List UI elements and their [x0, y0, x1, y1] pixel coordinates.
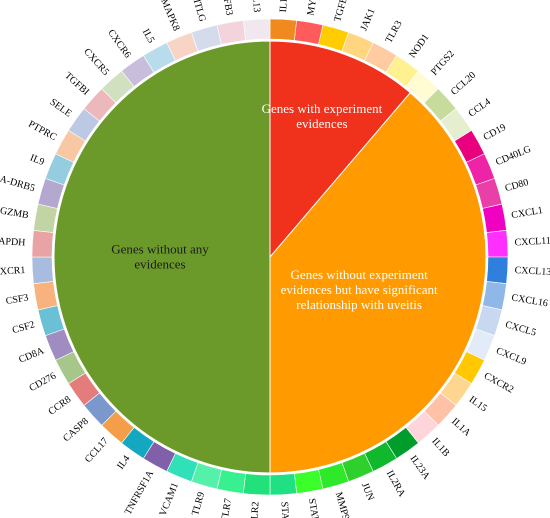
gene-label-cd40lg: CD40LG	[494, 144, 533, 168]
inner-pie	[53, 40, 487, 474]
ring-segment-il1rn	[269, 18, 297, 41]
gene-label-vcam1: VCAM1	[158, 481, 182, 518]
pie-slice-label-1: Genes with experiment evidences	[262, 101, 383, 131]
gene-label-stat6: STAT6	[278, 501, 291, 518]
gene-label-mapk8: MAPK8	[158, 0, 181, 33]
gene-label-tlr9: TLR9	[190, 491, 207, 517]
ring-segment-csf3	[33, 281, 58, 311]
ring-segment-cxcl13	[486, 256, 509, 284]
ring-segment-myd88	[294, 20, 324, 45]
gene-label-csf2: CSF2	[11, 319, 36, 336]
gene-label-tnfrsf1a: TNFRSF1A	[123, 468, 157, 517]
gene-label-tgfbi: TGFBI	[62, 70, 91, 97]
gene-label-cxcr6: CXCR6	[105, 28, 133, 61]
gene-label-cxcl5: CXCL5	[504, 319, 537, 338]
gene-label-ccr8: CCR8	[46, 394, 73, 417]
gene-label-cxcl13: CXCL13	[514, 265, 550, 278]
gene-label-cxcr1: CXCR1	[0, 265, 26, 278]
gene-label-ccl20: CCL20	[449, 70, 478, 98]
gene-label-jun: JUN	[359, 481, 376, 502]
gene-label-il1rn: IL1RN	[278, 0, 291, 13]
gene-label-ptprc: PTPRC	[26, 119, 58, 144]
gene-label-cxcl11: CXCL11	[514, 236, 550, 249]
gene-label-gapdh: GAPDH	[0, 236, 26, 249]
gene-label-cd80: CD80	[504, 177, 530, 194]
gene-label-cd276: CD276	[28, 371, 59, 395]
gene-label-il5: IL5	[140, 27, 157, 45]
ring-segment-il13	[243, 18, 271, 41]
gene-label-il15: IL15	[467, 394, 489, 414]
gene-label-myd88: MYD88	[305, 0, 321, 16]
gene-label-sele: SELE	[48, 97, 74, 120]
gene-label-il23a: IL23A	[407, 454, 432, 483]
gene-label-cd8a: CD8A	[17, 345, 46, 365]
gene-label-cxcl1: CXCL1	[511, 205, 544, 221]
gene-label-tgfb3: TGFB3	[219, 0, 235, 16]
pie-slice-3	[53, 40, 271, 474]
gene-label-kitlg: KITLG	[189, 0, 208, 23]
ring-segment-stat6	[269, 473, 297, 496]
gene-label-tlr7: TLR7	[219, 498, 234, 518]
pie-slice-1	[269, 40, 411, 259]
gene-label-ptgs2: PTGS2	[429, 49, 457, 78]
gene-label-ccl4: CCL4	[467, 96, 493, 119]
ring-segment-stat1	[294, 469, 324, 494]
gene-label-cxcl9: CXCL9	[494, 345, 527, 367]
gene-label-mmp9: MMP9	[333, 491, 351, 518]
gene-label-stat1: STAT1	[306, 498, 322, 518]
ring-segment-tlr7	[216, 469, 246, 494]
gene-label-il4: IL4	[115, 454, 132, 472]
gene-label-tgfb1: TGFB1	[332, 0, 351, 23]
inner-pie-labels: Genes with experiment evidences Genes with…	[111, 101, 438, 312]
outer-ring	[31, 18, 509, 496]
gene-label-hla-drb5: HLA-DRB5	[0, 170, 36, 194]
ring-segment-cxcl1	[482, 203, 507, 233]
gene-label-il1a: IL1A	[449, 416, 473, 439]
ring-segment-tgfb3	[216, 20, 246, 45]
gene-label-il1b: IL1B	[429, 436, 451, 459]
gene-label-cd19: CD19	[482, 122, 508, 143]
gene-label-csf3: CSF3	[5, 292, 29, 307]
gene-label-nod1: NOD1	[407, 32, 431, 60]
pie-slice-2	[269, 92, 487, 474]
gene-label-cxcl16: CXCL16	[511, 292, 549, 309]
gene-label-tlr3: TLR3	[384, 19, 405, 45]
gene-label-jak1: JAK1	[358, 7, 377, 33]
ring-segment-gapdh	[31, 230, 54, 258]
ring-segment-cxcl16	[482, 281, 507, 311]
gene-label-il9: IL9	[28, 152, 46, 168]
gene-label-casp8: CASP8	[61, 416, 91, 444]
pie-slice-label-2: Genes without experiment evidences but ha…	[281, 267, 438, 312]
gene-label-cxcr5: CXCR5	[81, 46, 111, 77]
pie-slice-label-3: Genes without any evidences	[111, 242, 209, 272]
gene-label-tlr2: TLR2	[249, 501, 261, 518]
ring-segment-cxcl11	[486, 230, 509, 258]
gene-label-il13: IL13	[250, 0, 262, 13]
ring-segment-cxcr1	[31, 256, 54, 284]
gene-label-cxcr2: CXCR2	[482, 371, 516, 396]
ring-segment-gzmb	[33, 203, 58, 233]
gene-label-gzmb: GZMB	[0, 205, 30, 221]
gene-label-ccl17: CCL17	[83, 436, 111, 465]
ring-segment-tlr2	[243, 473, 271, 496]
gene-label-il2ra: IL2RA	[384, 469, 408, 500]
